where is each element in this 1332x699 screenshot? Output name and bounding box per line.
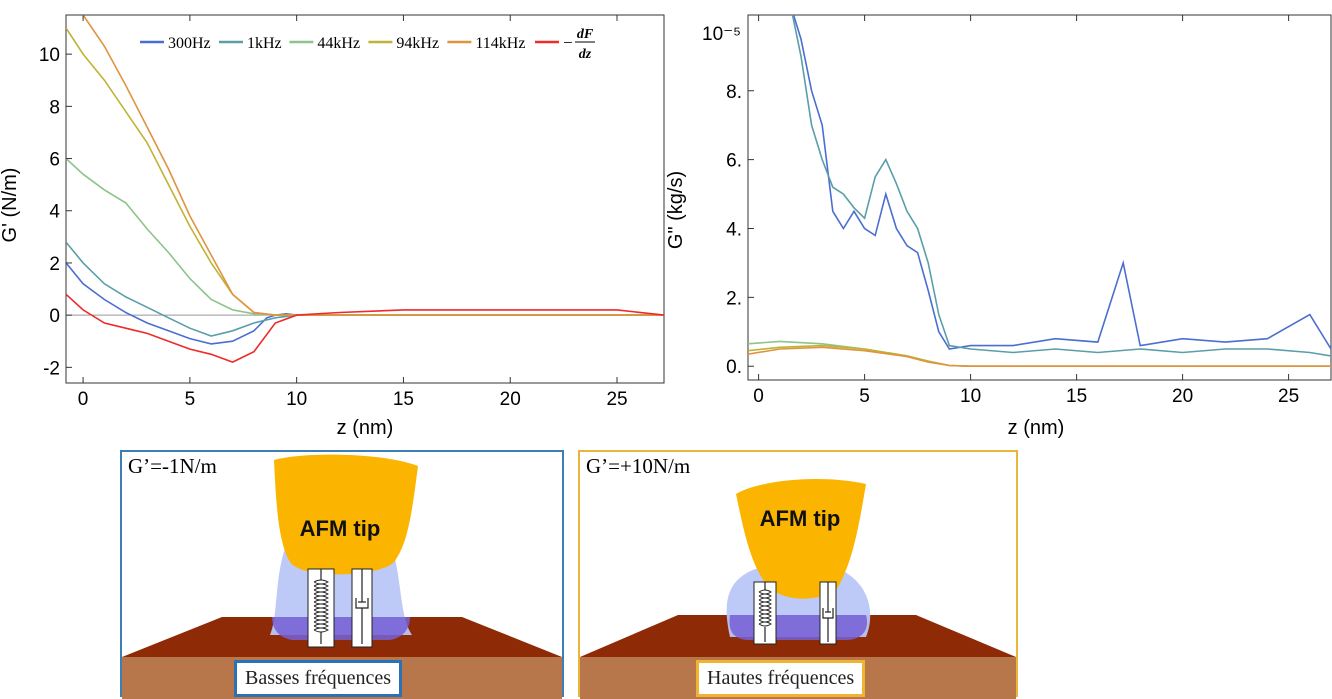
y-tick-label: 2 [49, 254, 60, 275]
afm-tip [274, 454, 418, 575]
plot-area: 0 5 10 15 20 25 -2 0 2 4 6 8 10 300Hz 1kHz 44kHz 94kHz… [39, 14, 665, 410]
x-tick-label: 15 [393, 389, 414, 410]
x-tick-label: 15 [1066, 386, 1087, 407]
legend-label: 300Hz [168, 35, 211, 52]
plot-frame [65, 14, 665, 384]
dashpot-icon [351, 568, 373, 648]
x-axis-label: z (nm) [1008, 417, 1065, 439]
series-group [66, 15, 664, 363]
series-line-44khz [748, 340, 1331, 367]
x-ticks: 0 5 10 15 20 25 [78, 15, 628, 410]
frequency-caption: Hautes fréquences [696, 660, 866, 697]
legend-item-44khz: 44kHz [289, 35, 360, 52]
plot-frame [747, 14, 1332, 381]
y-ticks: 0. 2. 4. 6. 8. [726, 82, 754, 378]
y-tick-label: 6. [726, 151, 742, 172]
series-line-df-dz [66, 293, 664, 363]
diagram-high-frequency: AFM tip G’=+10N/m Hautes fréquences [578, 450, 1018, 699]
x-tick-label: 5 [185, 389, 196, 410]
series-line-300hz [66, 262, 664, 345]
legend: 300Hz 1kHz 44kHz 94kHz 114kHz − dF dz [134, 25, 650, 65]
series-line-114khz [748, 346, 1331, 367]
series-line-94khz [66, 27, 664, 316]
afm-tip-label: AFM tip [300, 516, 381, 541]
x-ticks: 0 5 10 15 20 25 [753, 15, 1299, 407]
panel-title: G’=+10N/m [586, 454, 691, 478]
chart-g-double-prime: 0 5 10 15 20 25 0. 2. 4. 6. 8. 10⁻⁵ z (nm) G" (kg… [666, 14, 1332, 439]
legend-background [134, 25, 650, 65]
y-tick-label: 8 [49, 97, 60, 118]
legend-label-denominator: dz [579, 47, 592, 62]
liquid-contact [272, 617, 410, 640]
y-axis-label: G" (kg/s) [666, 171, 687, 249]
series-line-1khz [66, 241, 664, 337]
y-tick-label: 2. [726, 288, 742, 309]
y-ticks: -2 0 2 4 6 8 10 [39, 45, 72, 379]
series-group [748, 15, 1331, 367]
afm-diagram: AFM tip [122, 454, 562, 699]
y-tick-label: 0 [49, 306, 60, 327]
series-line-114khz [81, 15, 664, 316]
legend-label: 44kHz [317, 35, 360, 52]
x-tick-label: 25 [1278, 386, 1299, 407]
legend-item-114khz: 114kHz [447, 35, 525, 52]
series-line-300hz [792, 15, 1331, 350]
afm-tip-label: AFM tip [760, 506, 841, 531]
y-tick-label: 8. [726, 82, 742, 103]
y-tick-label: 10 [39, 45, 60, 66]
y-tick-label: 0. [726, 357, 742, 378]
panel-title: G’=-1N/m [128, 454, 217, 478]
y-tick-label: 4. [726, 219, 742, 240]
legend-label: 1kHz [247, 35, 282, 52]
legend-item-300hz: 300Hz [140, 35, 211, 52]
legend-label: 94kHz [396, 35, 439, 52]
dashpot-icon [819, 581, 837, 645]
y-axis-label: G' (N/m) [0, 168, 21, 243]
x-tick-label: 0 [78, 389, 89, 410]
series-line-44khz [66, 157, 664, 316]
y-tick-label: 6 [49, 150, 60, 171]
y-tick-label: -2 [43, 358, 60, 379]
y-tick-label: 4 [49, 202, 60, 223]
legend-label: 114kHz [475, 35, 525, 52]
legend-item-94khz: 94kHz [368, 35, 439, 52]
legend-item-df-dz: − dF dz [535, 27, 595, 62]
diagram-low-frequency: AFM tip G’=-1N/m Basses fréquences [120, 450, 564, 699]
frequency-caption: Basses fréquences [234, 660, 403, 697]
legend-item-1khz: 1kHz [219, 35, 282, 52]
x-tick-label: 10 [286, 389, 307, 410]
x-tick-label: 20 [500, 389, 521, 410]
x-tick-label: 5 [859, 386, 870, 407]
x-tick-label: 10 [960, 386, 981, 407]
legend-label-numerator: dF [577, 27, 594, 42]
plot-area: 0 5 10 15 20 25 0. 2. 4. 6. 8. [726, 14, 1332, 407]
x-tick-label: 0 [753, 386, 764, 407]
spring-icon [753, 581, 777, 645]
x-axis-label: z (nm) [337, 417, 394, 439]
x-tick-label: 25 [606, 389, 627, 410]
chart-g-prime: 0 5 10 15 20 25 -2 0 2 4 6 8 10 300Hz 1kHz 44kHz 94kHz… [0, 14, 665, 439]
y-exponent-label: 10⁻⁵ [702, 24, 741, 45]
spring-icon [307, 568, 335, 648]
liquid-contact [729, 615, 868, 640]
afm-tip [736, 479, 866, 599]
series-line-1khz [791, 15, 1331, 357]
legend-label: − [563, 33, 573, 52]
x-tick-label: 20 [1172, 386, 1193, 407]
